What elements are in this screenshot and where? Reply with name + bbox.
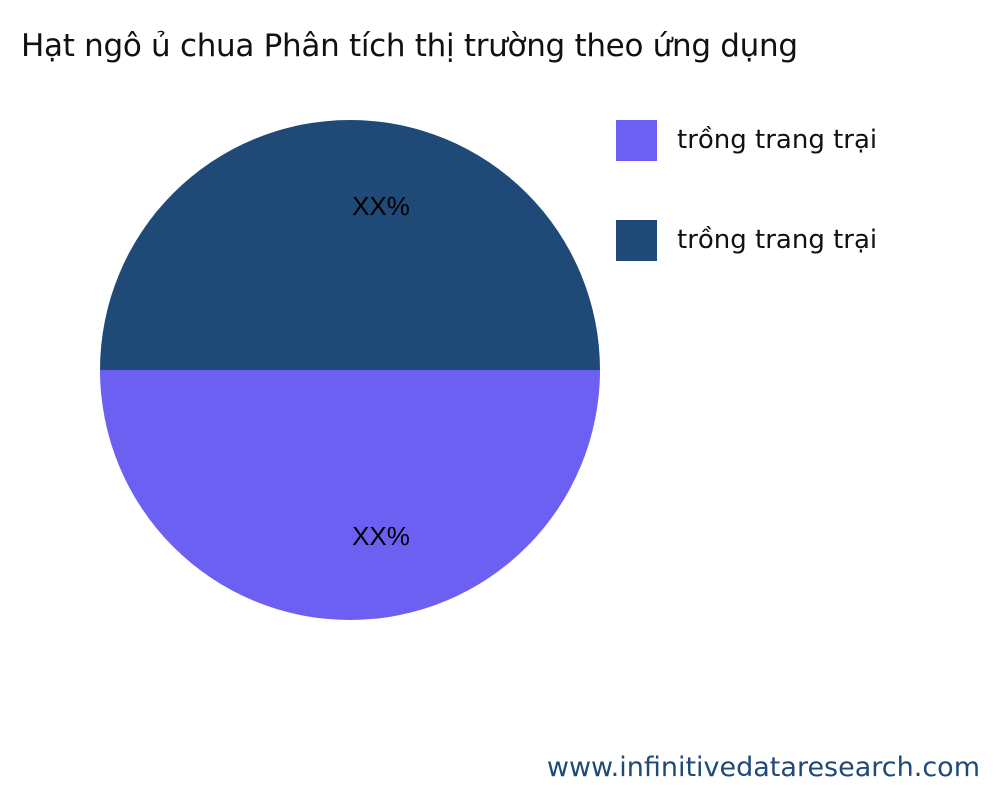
legend-item: trồng trang trại bbox=[616, 219, 877, 261]
pie-slice bbox=[100, 370, 600, 620]
slice-label: XX% bbox=[352, 191, 410, 221]
pie-slice bbox=[100, 120, 600, 370]
legend-label: trồng trang trại bbox=[677, 225, 878, 255]
legend-swatch bbox=[616, 219, 657, 261]
legend-item: trồng trang trại bbox=[616, 119, 877, 161]
legend-swatch bbox=[616, 119, 657, 161]
watermark: www.infinitivedataresearch.com bbox=[546, 752, 980, 783]
slice-label: XX% bbox=[352, 521, 410, 551]
legend-label: trồng trang trại bbox=[677, 125, 878, 155]
chart-title: Hạt ngô ủ chua Phân tích thị trường theo… bbox=[21, 28, 798, 64]
